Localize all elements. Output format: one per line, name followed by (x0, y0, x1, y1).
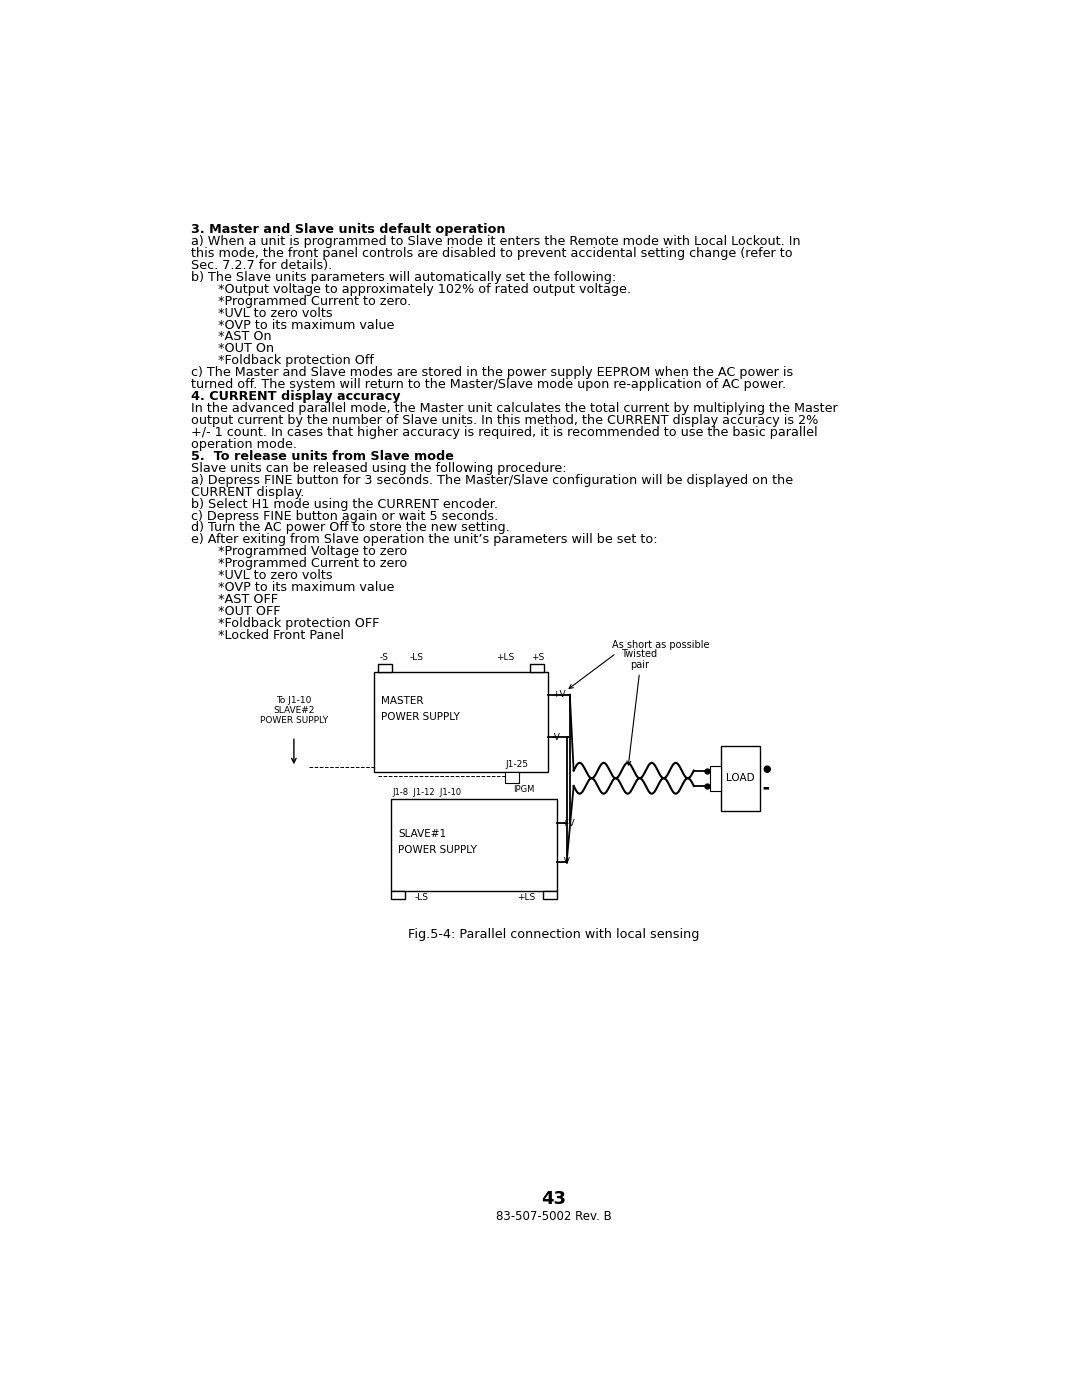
Text: -S: -S (380, 652, 389, 662)
Bar (378, 664, 392, 672)
Text: b) Select H1 mode using the CURRENT encoder.: b) Select H1 mode using the CURRENT enco… (191, 497, 498, 510)
Text: b) The Slave units parameters will automatically set the following:: b) The Slave units parameters will autom… (191, 271, 616, 284)
Text: *Programmed Current to zero: *Programmed Current to zero (218, 557, 407, 570)
Text: ●: ● (762, 764, 771, 774)
Text: 83-507-5002 Rev. B: 83-507-5002 Rev. B (496, 1210, 611, 1222)
Text: Fig.5-4: Parallel connection with local sensing: Fig.5-4: Parallel connection with local … (408, 928, 699, 942)
Text: SLAVE#1: SLAVE#1 (399, 830, 447, 840)
Text: *OVP to its maximum value: *OVP to its maximum value (218, 581, 394, 594)
Bar (391, 799, 557, 891)
Text: +/- 1 count. In cases that higher accuracy is required, it is recommended to use: +/- 1 count. In cases that higher accura… (191, 426, 818, 439)
Text: e) After exiting from Slave operation the unit’s parameters will be set to:: e) After exiting from Slave operation th… (191, 534, 658, 546)
Text: *Locked Front Panel: *Locked Front Panel (218, 629, 343, 641)
Text: this mode, the front panel controls are disabled to prevent accidental setting c: this mode, the front panel controls are … (191, 247, 793, 260)
Text: output current by the number of Slave units. In this method, the CURRENT display: output current by the number of Slave un… (191, 414, 819, 427)
Text: *Foldback protection Off: *Foldback protection Off (218, 355, 374, 367)
Text: +LS: +LS (497, 652, 514, 662)
Text: *AST OFF: *AST OFF (218, 594, 278, 606)
Text: +S: +S (530, 652, 544, 662)
Text: a) Depress FINE button for 3 seconds. The Master/Slave configuration will be dis: a) Depress FINE button for 3 seconds. Th… (191, 474, 793, 486)
Text: d) Turn the AC power Off to store the new setting.: d) Turn the AC power Off to store the ne… (191, 521, 510, 535)
Text: *OVP to its maximum value: *OVP to its maximum value (218, 319, 394, 331)
Text: a) When a unit is programmed to Slave mode it enters the Remote mode with Local : a) When a unit is programmed to Slave mo… (191, 235, 800, 249)
Text: SLAVE#2: SLAVE#2 (273, 707, 314, 715)
Text: -V: -V (552, 732, 561, 742)
Text: *OUT OFF: *OUT OFF (218, 605, 281, 617)
Text: *UVL to zero volts: *UVL to zero volts (218, 569, 333, 583)
Text: c) Depress FINE button again or wait 5 seconds.: c) Depress FINE button again or wait 5 s… (191, 510, 498, 522)
Text: *UVL to zero volts: *UVL to zero volts (218, 306, 333, 320)
Text: turned off. The system will return to the Master/Slave mode upon re-application : turned off. The system will return to th… (191, 379, 786, 391)
Text: In the advanced parallel mode, the Master unit calculates the total current by m: In the advanced parallel mode, the Maste… (191, 402, 838, 415)
Text: *Foldback protection OFF: *Foldback protection OFF (218, 617, 379, 630)
Text: To J1-10: To J1-10 (276, 696, 311, 705)
Text: POWER SUPPLY: POWER SUPPLY (399, 845, 477, 855)
Text: 5.  To release units from Slave mode: 5. To release units from Slave mode (191, 450, 454, 462)
Text: pair: pair (630, 659, 649, 671)
Text: MASTER: MASTER (381, 696, 424, 707)
Text: IPGM: IPGM (513, 785, 535, 793)
Text: P: P (513, 775, 518, 784)
Text: +S: +S (544, 893, 557, 901)
Bar (374, 672, 548, 771)
Bar (721, 746, 759, 810)
Text: -S: -S (392, 893, 402, 901)
Text: *Programmed Voltage to zero: *Programmed Voltage to zero (218, 545, 407, 559)
Text: +V: +V (562, 819, 575, 828)
Text: *OUT On: *OUT On (218, 342, 274, 355)
Text: +LS: +LS (517, 893, 536, 901)
Bar (543, 891, 557, 898)
Text: POWER SUPPLY: POWER SUPPLY (381, 711, 460, 722)
Text: +V: +V (552, 690, 566, 700)
Text: J1-8  J1-12  J1-10: J1-8 J1-12 J1-10 (392, 788, 461, 798)
Text: *Programmed Current to zero.: *Programmed Current to zero. (218, 295, 411, 307)
Text: Twisted: Twisted (621, 650, 658, 659)
Bar (710, 766, 721, 791)
Text: J1-25: J1-25 (505, 760, 528, 770)
Text: ▬: ▬ (762, 785, 769, 791)
Text: 43: 43 (541, 1190, 566, 1207)
Text: c) The Master and Slave modes are stored in the power supply EEPROM when the AC : c) The Master and Slave modes are stored… (191, 366, 793, 380)
Text: *Output voltage to approximately 102% of rated output voltage.: *Output voltage to approximately 102% of… (218, 282, 631, 296)
Text: -LS: -LS (415, 893, 429, 901)
Text: -LS: -LS (409, 652, 423, 662)
Text: 4. CURRENT display accuracy: 4. CURRENT display accuracy (191, 390, 401, 404)
Text: POWER SUPPLY: POWER SUPPLY (260, 717, 328, 725)
Text: As short as possible: As short as possible (612, 640, 710, 650)
Bar (391, 891, 405, 898)
Text: Slave units can be released using the following procedure:: Slave units can be released using the fo… (191, 462, 566, 475)
Text: CURRENT display.: CURRENT display. (191, 486, 305, 499)
Text: -V: -V (562, 858, 570, 866)
Bar (530, 664, 544, 672)
Text: *AST On: *AST On (218, 331, 271, 344)
Text: Sec. 7.2.7 for details).: Sec. 7.2.7 for details). (191, 258, 332, 272)
Text: 3. Master and Slave units default operation: 3. Master and Slave units default operat… (191, 224, 505, 236)
Text: LOAD: LOAD (726, 774, 755, 784)
Bar (505, 773, 519, 784)
Text: operation mode.: operation mode. (191, 437, 297, 451)
